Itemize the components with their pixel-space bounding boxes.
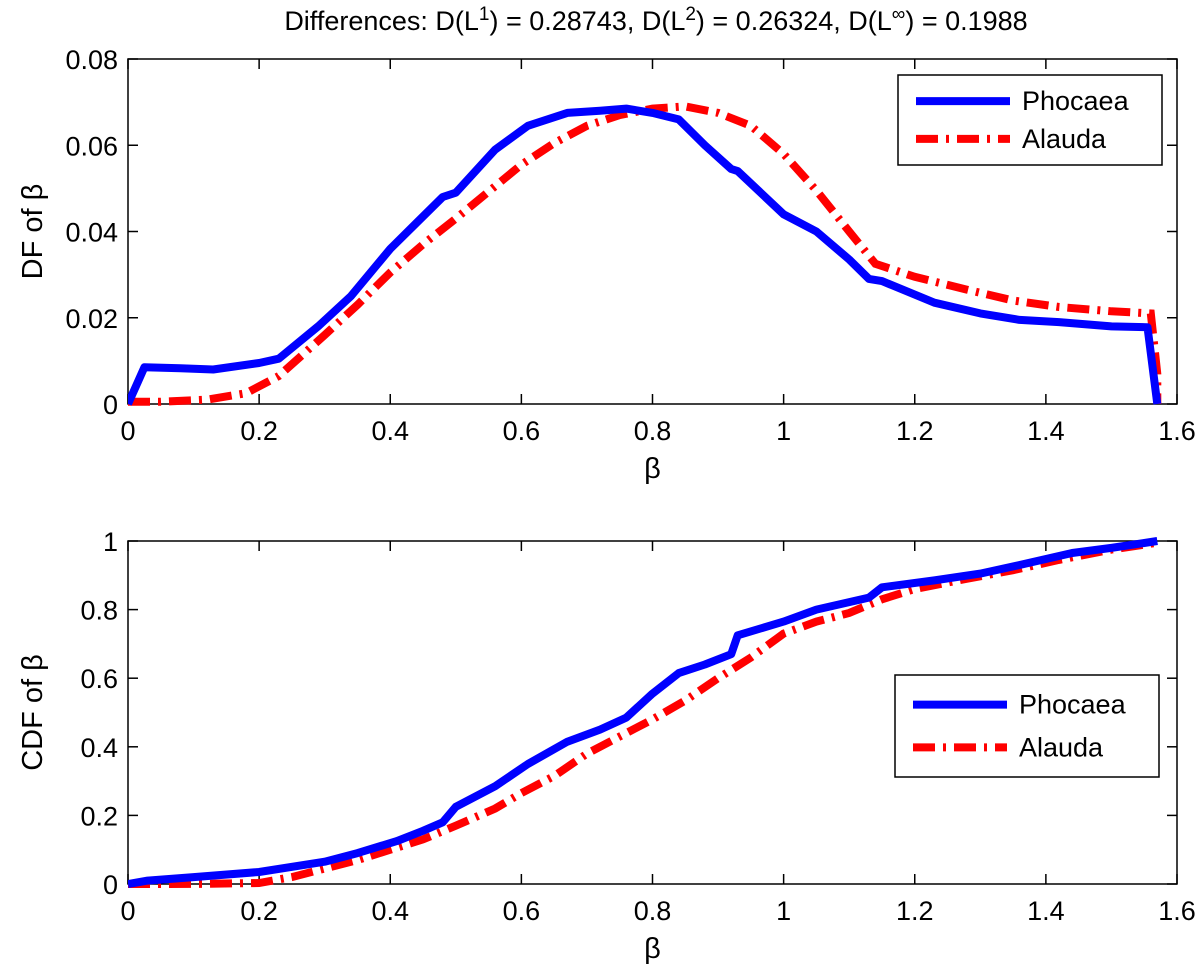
x-tick-label: 1.2 [896,896,934,926]
legend-label-alauda: Alauda [1019,732,1104,762]
y-tick-label: 1 [103,527,118,557]
x-tick-label: 0.6 [503,896,541,926]
x-tick-label: 1.4 [1027,896,1065,926]
y-tick-label: 0.8 [80,596,118,626]
y-tick-label: 0 [103,870,118,900]
x-tick-label: 0.2 [240,416,278,446]
x-tick-label: 0.8 [634,896,672,926]
series-line-alauda [128,102,1162,406]
x-axis-label: β [644,453,661,485]
y-tick-label: 0.2 [80,801,118,831]
x-tick-label: 0.4 [371,896,409,926]
x-tick-label: 1.6 [1158,416,1196,446]
x-tick-label: 1.6 [1158,896,1196,926]
chart-title: Differences: D(L1) = 0.28743, D(L2) = 0.… [284,4,1027,36]
x-tick-label: 1 [776,416,791,446]
x-tick-label: 0.2 [240,896,278,926]
x-tick-label: 0 [120,416,135,446]
x-tick-label: 0.4 [371,416,409,446]
series-line-phocaea [128,104,1162,406]
cdf-plot-panel: 0 0.2 0.4 0.6 0.8 1 1.2 1.4 1.6 0 0.2 0.4 0.6 0.8 1 β CD… [17,527,1196,965]
y-tick-label: 0.02 [65,304,118,334]
legend-box [894,674,1160,778]
series-line-phocaea [128,537,1158,888]
y-tick-label: 0.4 [80,733,118,763]
x-tick-label: 1.2 [896,416,934,446]
legend-label-phocaea: Phocaea [1022,86,1130,116]
series-line-alauda [128,538,1158,888]
y-tick-label: 0.08 [65,45,118,75]
df-plot-panel: 0 0.2 0.4 0.6 0.8 1 1.2 1.4 1.6 0 0.02 0.04 0.06 0.08… [17,45,1196,485]
y-axis-label: CDF of β [17,654,49,771]
y-tick-label: 0.04 [65,218,118,248]
y-tick-label: 0.6 [80,664,118,694]
legend-box [897,74,1163,166]
x-tick-label: 0.6 [503,416,541,446]
x-tick-label: 0 [120,896,135,926]
x-axis-label: β [644,933,661,965]
y-tick-label: 0 [103,390,118,420]
y-tick-label: 0.06 [65,131,118,161]
x-tick-label: 1.4 [1027,416,1065,446]
legend-label-alauda: Alauda [1022,124,1107,154]
y-axis-label: DF of β [17,184,49,280]
x-tick-label: 1 [776,896,791,926]
legend-label-phocaea: Phocaea [1019,690,1127,720]
x-tick-label: 0.8 [634,416,672,446]
